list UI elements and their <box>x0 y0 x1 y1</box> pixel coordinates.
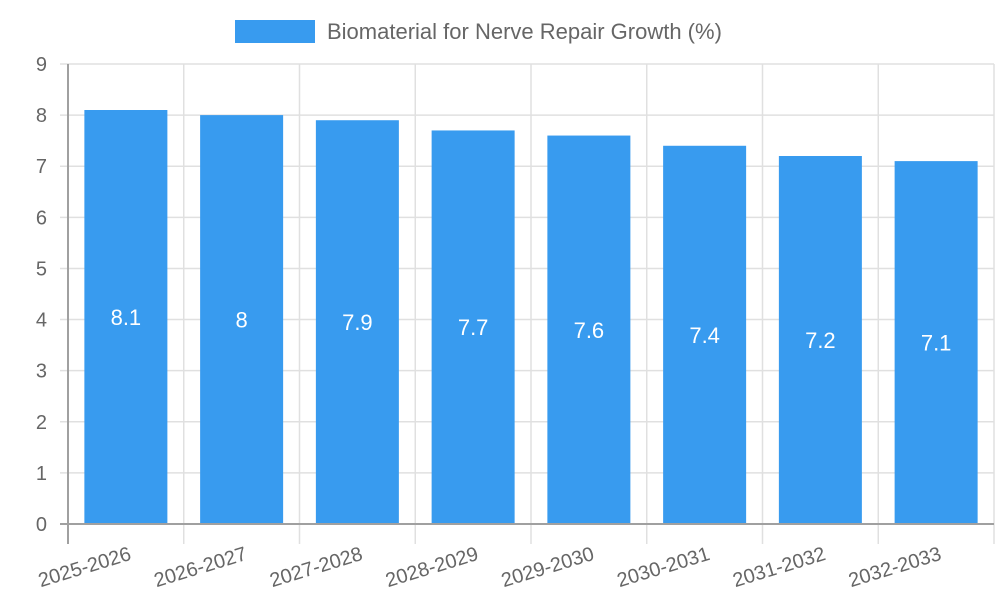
y-axis-ticks: 0 1 2 3 4 5 6 7 8 9 <box>36 54 47 536</box>
bar-value-label: 7.7 <box>458 315 489 340</box>
y-tick-label: 5 <box>36 258 47 280</box>
y-tick-label: 4 <box>36 310 47 332</box>
bar[interactable] <box>894 161 978 524</box>
bar[interactable] <box>547 135 631 525</box>
x-tick-label: 2026-2027 <box>152 543 250 592</box>
bars: 8.1 8 7.9 7.7 7.6 7.4 7.2 7.1 <box>84 110 978 525</box>
y-tick-label: 2 <box>36 412 47 434</box>
bar-2032-2033[interactable]: 7.1 <box>894 161 978 524</box>
bar[interactable] <box>200 115 284 524</box>
x-tick-label: 2027-2028 <box>267 543 365 592</box>
bar-value-label: 7.2 <box>805 328 836 353</box>
y-tick-label: 9 <box>36 54 47 76</box>
bar-value-label: 8.1 <box>111 305 142 330</box>
bar[interactable] <box>663 145 747 524</box>
legend[interactable]: Biomaterial for Nerve Repair Growth (%) <box>235 19 722 44</box>
legend-swatch <box>235 20 315 43</box>
bar-2026-2027[interactable]: 8 <box>200 115 284 524</box>
y-tick-label: 6 <box>36 207 47 229</box>
bar[interactable] <box>431 130 515 524</box>
y-tick-label: 0 <box>36 514 47 536</box>
x-tick-label: 2032-2033 <box>846 543 944 592</box>
x-tick-label: 2028-2029 <box>383 543 481 592</box>
x-tick-label: 2029-2030 <box>499 543 597 592</box>
bar-2027-2028[interactable]: 7.9 <box>315 120 399 524</box>
x-tick-label: 2025-2026 <box>36 543 134 592</box>
y-tick-label: 7 <box>36 156 47 178</box>
bar[interactable] <box>778 156 862 524</box>
bar[interactable] <box>84 110 168 524</box>
y-tick-label: 8 <box>36 105 47 127</box>
bar-value-label: 8 <box>236 308 248 333</box>
bar-value-label: 7.1 <box>921 331 952 356</box>
bar-2028-2029[interactable]: 7.7 <box>431 130 515 524</box>
y-tick-label: 3 <box>36 361 47 383</box>
bar-2029-2030[interactable]: 7.6 <box>547 135 631 525</box>
bar-value-label: 7.6 <box>574 318 605 343</box>
bar-value-label: 7.9 <box>342 310 373 335</box>
legend-label: Biomaterial for Nerve Repair Growth (%) <box>327 19 722 44</box>
y-tick-label: 1 <box>36 463 47 485</box>
bar-2025-2026[interactable]: 8.1 <box>84 110 168 524</box>
x-tick-label: 2030-2031 <box>615 543 713 592</box>
axes <box>60 64 994 544</box>
bar-2030-2031[interactable]: 7.4 <box>663 145 747 524</box>
bar[interactable] <box>315 120 399 524</box>
x-axis-ticks: 2025-2026 2026-2027 2027-2028 2028-2029 2029… <box>36 543 944 592</box>
bar-value-label: 7.4 <box>689 323 720 348</box>
x-tick-label: 2031-2032 <box>730 543 828 592</box>
bar-2031-2032[interactable]: 7.2 <box>778 156 862 524</box>
